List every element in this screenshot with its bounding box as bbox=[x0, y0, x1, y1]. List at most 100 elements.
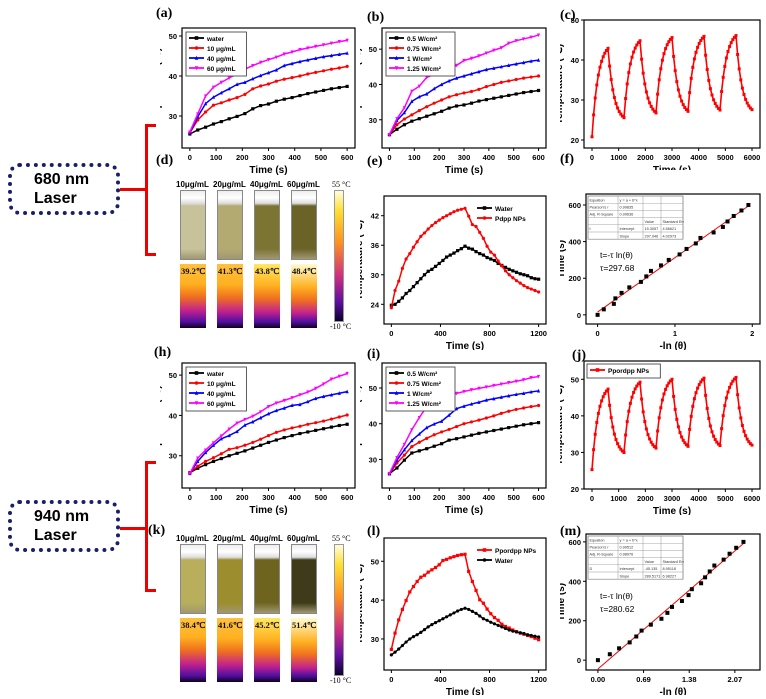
x-tick-label: 5000 bbox=[717, 494, 734, 503]
legend-entry: 60 μg/mL bbox=[207, 66, 236, 73]
data-point bbox=[321, 427, 326, 431]
data-point bbox=[592, 113, 596, 117]
data-point bbox=[609, 416, 613, 420]
fit-table-text: y = a + b*x bbox=[620, 198, 638, 202]
data-point bbox=[425, 105, 429, 109]
data-point bbox=[734, 375, 738, 379]
data-point bbox=[702, 376, 706, 380]
data-point bbox=[499, 46, 503, 50]
data-point bbox=[639, 628, 644, 633]
x-tick-label: 400 bbox=[483, 153, 496, 162]
data-point bbox=[395, 456, 399, 460]
x-tick-label: 500 bbox=[507, 153, 520, 162]
data-point bbox=[266, 433, 271, 438]
legend-marker bbox=[394, 55, 399, 60]
data-point bbox=[203, 94, 208, 99]
vial-photo bbox=[254, 544, 280, 614]
panel-label-a: (a) bbox=[156, 6, 173, 21]
data-point bbox=[492, 48, 496, 53]
chart-i-temperature-vs-power-940: 0 100 200 300 400 500 600 30 40 50 Time (s) Tempera… bbox=[360, 362, 547, 515]
x-tick-label: 0 bbox=[596, 329, 600, 338]
data-point bbox=[485, 618, 489, 622]
data-point bbox=[274, 55, 278, 60]
data-point bbox=[419, 277, 423, 281]
x-tick-label: 0 bbox=[387, 153, 391, 162]
x-tick-label: 300 bbox=[458, 493, 471, 502]
y-axis-label: Temperature (℃) bbox=[360, 385, 363, 466]
data-point bbox=[731, 38, 735, 42]
y-tick-label: 40 bbox=[369, 80, 377, 89]
data-point bbox=[298, 59, 302, 64]
data-point bbox=[196, 466, 200, 470]
data-point bbox=[499, 427, 503, 431]
x-tick-label: 400 bbox=[483, 493, 496, 502]
data-point bbox=[243, 80, 247, 84]
legend-entry: 1.25 W/cm² bbox=[407, 66, 442, 73]
colorbar-max-label: 55 °C bbox=[332, 180, 351, 189]
data-point bbox=[507, 63, 511, 68]
y-tick-label: 40 bbox=[369, 420, 377, 429]
data-point bbox=[632, 50, 636, 54]
data-point bbox=[290, 426, 294, 430]
data-point bbox=[507, 93, 511, 98]
chart-m-time-constant-fit-940: 0.00 0.69 1.38 2.07 0 200 400 600 -ln (θ) Time (s… bbox=[560, 533, 761, 695]
vial-concentration-label: 40μg/mL bbox=[250, 180, 283, 189]
y-tick-label: 50 bbox=[571, 375, 579, 384]
data-point bbox=[266, 82, 271, 86]
data-point bbox=[337, 374, 341, 379]
data-point bbox=[744, 97, 748, 101]
data-point bbox=[329, 41, 334, 46]
x-tick-label: 400 bbox=[434, 675, 447, 684]
data-point bbox=[518, 281, 522, 285]
data-point bbox=[596, 411, 600, 415]
laser-940-wavelength: 940 nm bbox=[34, 508, 90, 525]
data-point bbox=[329, 417, 334, 421]
fit-table-text: 0.99512 bbox=[620, 546, 634, 550]
data-point bbox=[518, 631, 522, 635]
data-point bbox=[484, 385, 488, 390]
data-point bbox=[298, 424, 302, 428]
data-point bbox=[608, 403, 612, 407]
x-tick-label: 1000 bbox=[610, 494, 627, 503]
data-point bbox=[651, 107, 655, 111]
data-point bbox=[469, 89, 474, 94]
data-point bbox=[742, 93, 746, 97]
x-tick-label: 300 bbox=[262, 153, 275, 162]
data-point bbox=[703, 575, 708, 580]
data-point bbox=[411, 245, 416, 249]
data-point bbox=[321, 419, 326, 423]
x-tick-label: 0 bbox=[188, 153, 192, 162]
data-point bbox=[478, 252, 482, 256]
data-point bbox=[227, 98, 231, 102]
data-point bbox=[686, 109, 690, 113]
plot-frame bbox=[383, 537, 547, 671]
data-point bbox=[662, 392, 666, 396]
data-point bbox=[533, 634, 537, 638]
data-point bbox=[600, 399, 604, 403]
data-point bbox=[693, 241, 698, 246]
data-point bbox=[712, 563, 717, 568]
data-point bbox=[747, 104, 751, 108]
data-point bbox=[203, 450, 208, 455]
data-point bbox=[259, 437, 263, 441]
chart-b-temperature-vs-power-680: 0 100 200 300 400 500 600 30 40 50 Time (s) Tempera… bbox=[360, 27, 547, 176]
data-point bbox=[459, 607, 463, 612]
data-point bbox=[522, 90, 526, 95]
data-point bbox=[419, 234, 423, 238]
data-point bbox=[387, 472, 392, 476]
data-point bbox=[536, 74, 541, 78]
y-tick-label: 30 bbox=[371, 635, 379, 644]
max-temperature-label: 38.4℃ bbox=[181, 620, 206, 630]
data-point bbox=[723, 404, 727, 408]
data-point bbox=[266, 411, 271, 416]
data-point bbox=[243, 92, 247, 96]
x-tick-label: 100 bbox=[210, 493, 223, 502]
data-point bbox=[417, 416, 421, 420]
x-tick-label: 400 bbox=[288, 153, 301, 162]
data-point bbox=[489, 250, 493, 254]
data-point bbox=[447, 427, 451, 432]
data-point bbox=[290, 61, 294, 66]
data-point bbox=[196, 464, 200, 468]
laser-680-wavelength: 680 nm bbox=[34, 171, 90, 188]
data-point bbox=[345, 371, 349, 376]
